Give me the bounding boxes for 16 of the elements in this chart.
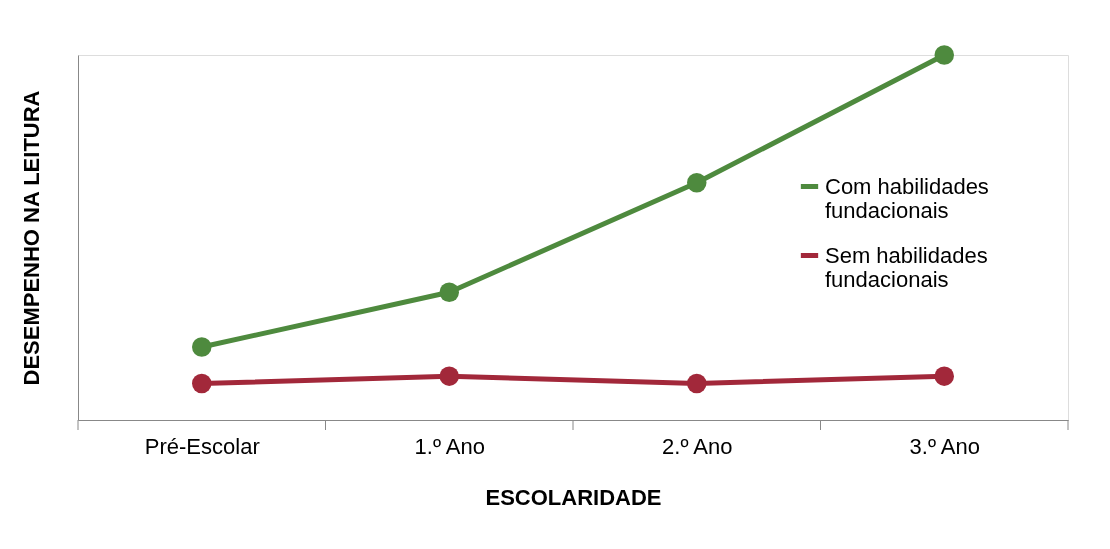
x-tick-label: 3.º Ano [909,433,980,459]
point [439,282,459,302]
x-tick-label: 2.º Ano [662,433,733,459]
y-axis-title: DESEMPENHO NA LEITURA [18,90,44,386]
point [687,173,707,193]
legend-label: Sem habilidades fundacionais [825,242,988,292]
point [192,337,212,357]
legend-label: Com habilidades fundacionais [825,173,989,223]
x-tick-label: Pré-Escolar [144,433,260,459]
point [687,373,707,394]
x-tick-label: 1.º Ano [414,433,485,459]
point [439,366,459,386]
point [934,45,954,65]
point [934,366,954,386]
x-axis-title: ESCOLARIDADE [485,484,662,510]
point [192,373,212,394]
